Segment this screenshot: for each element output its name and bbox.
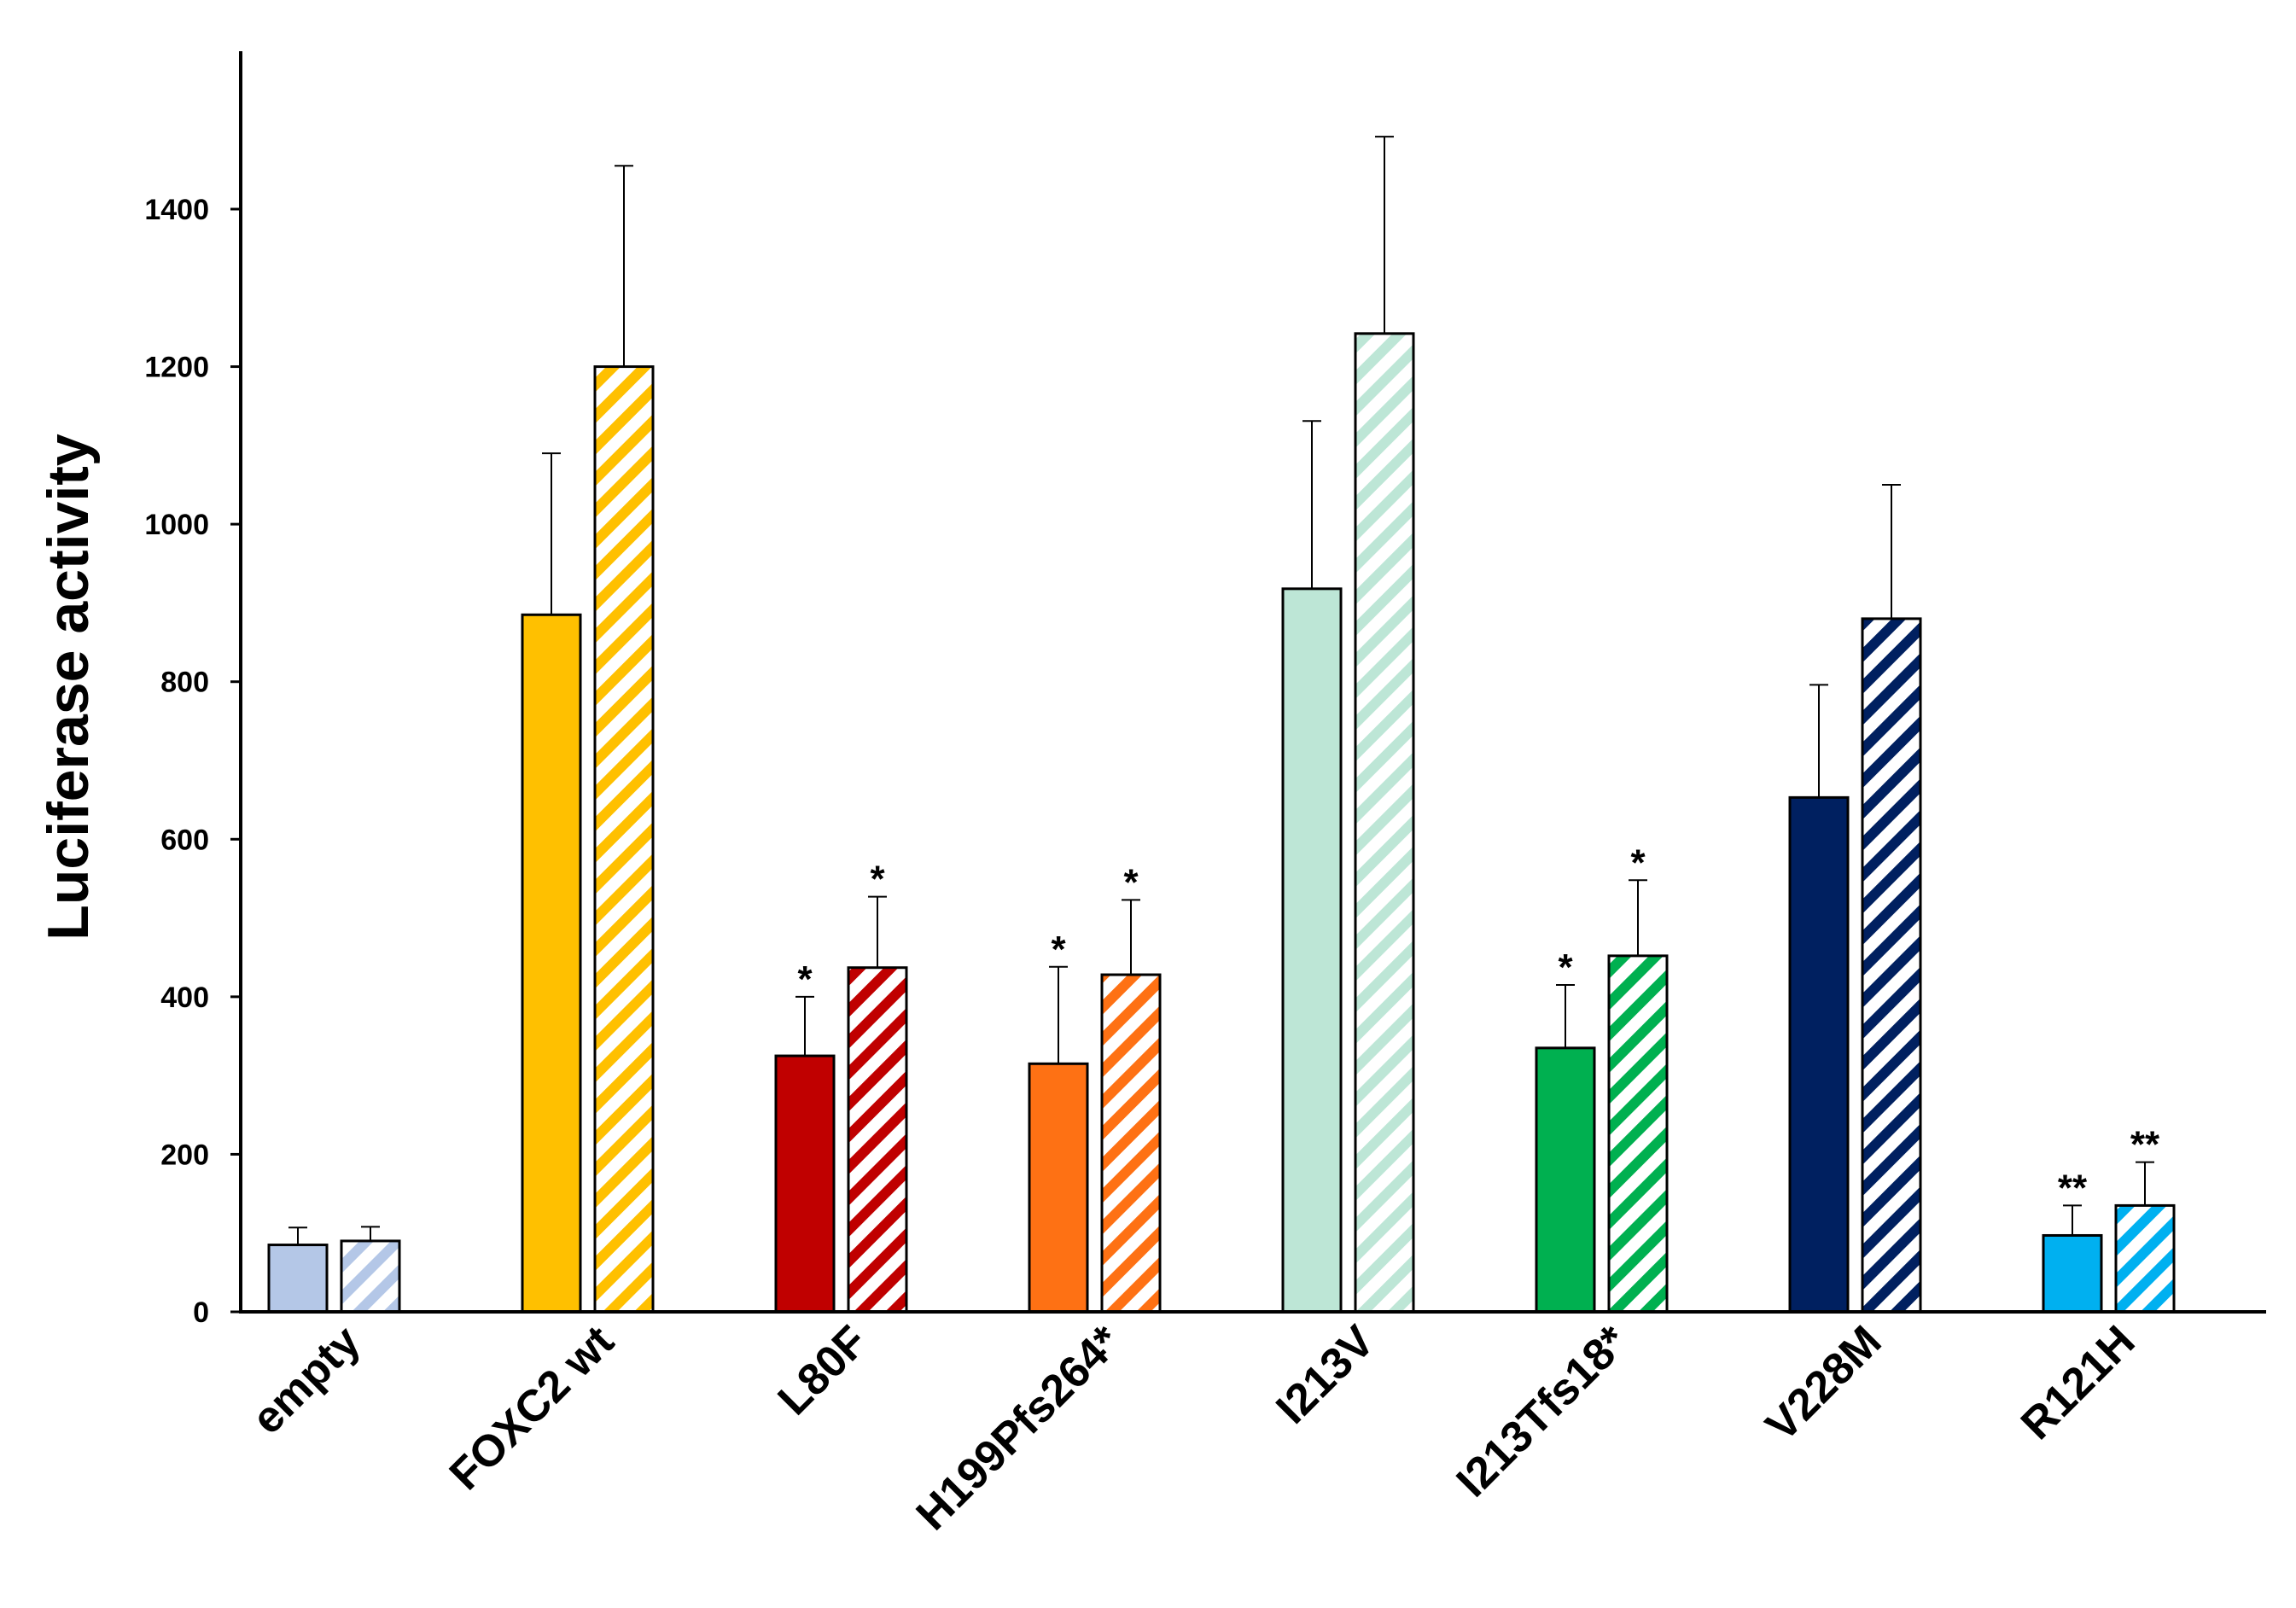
error-bar — [1302, 420, 1321, 589]
bar-empty-hatched — [340, 1239, 401, 1314]
bar-r121h-solid — [2042, 1233, 2103, 1314]
bar-v228m-solid — [1788, 795, 1850, 1314]
significance-label: * — [1051, 929, 1066, 970]
bar-r121h-hatched — [2114, 1203, 2176, 1314]
bar-h199pfs264--solid — [1028, 1062, 1089, 1314]
bar-foxc2-wt-hatched — [593, 365, 655, 1314]
y-tick-label: 800 — [160, 667, 209, 699]
error-bar — [1629, 879, 1647, 956]
bar-l80f-solid — [774, 1054, 836, 1314]
bar-i213v-solid — [1281, 587, 1343, 1314]
bar-i213v-hatched — [1354, 332, 1415, 1314]
category-label: L80F — [769, 1316, 877, 1424]
bar-empty-solid — [267, 1244, 329, 1314]
y-tick-label: 0 — [193, 1296, 209, 1329]
error-bar — [1049, 965, 1068, 1064]
category-label: I213V — [1267, 1316, 1384, 1433]
error-bar — [2063, 1204, 2082, 1236]
significance-label: * — [1123, 861, 1139, 903]
significance-label: ** — [2058, 1167, 2088, 1209]
category-label: empty — [242, 1316, 370, 1443]
error-bar — [288, 1226, 307, 1245]
y-tick-label: 600 — [160, 824, 209, 856]
significance-label: * — [1630, 842, 1646, 883]
error-bar — [1556, 984, 1575, 1048]
bar-v228m-hatched — [1861, 617, 1922, 1314]
bar-l80f-hatched — [847, 966, 908, 1314]
significance-label: * — [797, 958, 813, 1000]
error-bar — [615, 165, 633, 367]
y-tick-label: 1400 — [144, 194, 209, 226]
category-label: H199Pfs264* — [907, 1316, 1131, 1540]
category-label: I213Tfs18* — [1448, 1316, 1638, 1506]
category-label: R121H — [2012, 1316, 2144, 1448]
error-bar — [1809, 684, 1828, 798]
error-bar — [542, 452, 561, 615]
y-tick-label: 200 — [160, 1139, 209, 1171]
bar-i213tfs18--hatched — [1607, 954, 1669, 1314]
error-bar — [1882, 484, 1901, 619]
chart-axes: 0 200 400 600 800 1000 1200 1400 — [144, 51, 2266, 1329]
significance-label: ** — [2130, 1124, 2160, 1166]
y-tick-label: 1200 — [144, 352, 209, 384]
category-label: FOXC2 wt — [440, 1316, 624, 1500]
significance-label: * — [1558, 947, 1573, 988]
y-tick-label: 1000 — [144, 509, 209, 541]
bar-foxc2-wt-solid — [521, 613, 582, 1314]
bar-h199pfs264--hatched — [1100, 973, 1162, 1314]
error-bar — [1375, 136, 1394, 334]
error-bar — [1122, 899, 1140, 976]
error-bar — [868, 895, 887, 968]
y-tick-label: 400 — [160, 982, 209, 1014]
chart-marks: empty FOXC2 wt**L80F**H199Pfs264* I213V**I… — [242, 136, 2176, 1540]
significance-label: * — [870, 859, 885, 900]
error-bar — [795, 995, 814, 1057]
bar-i213tfs18--solid — [1535, 1046, 1596, 1314]
error-bar — [2136, 1161, 2154, 1206]
error-bar — [361, 1226, 380, 1241]
y-axis-title: Luciferase activity — [36, 434, 101, 941]
category-label: V228M — [1757, 1316, 1891, 1451]
